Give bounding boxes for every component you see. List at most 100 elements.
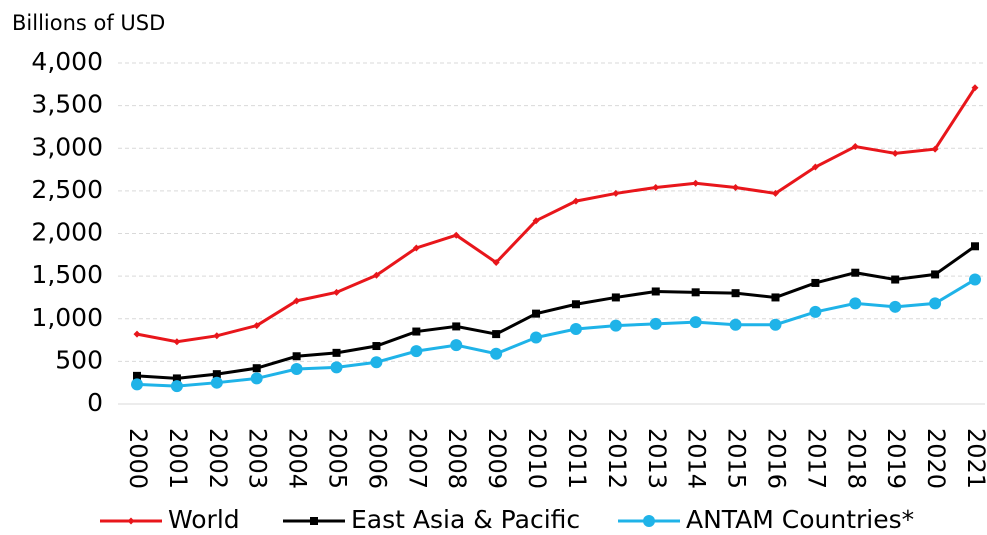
point [412, 327, 421, 336]
point [692, 179, 700, 187]
point [252, 364, 261, 373]
y-tick-label: 1,000 [31, 303, 103, 332]
point [133, 330, 141, 338]
legend-label: ANTAM Countries* [686, 505, 914, 534]
legend-label: World [168, 505, 240, 534]
point [971, 242, 979, 251]
series-line [136, 86, 977, 344]
point [771, 189, 779, 197]
point [170, 380, 183, 393]
y-tick-label: 2,500 [31, 175, 103, 204]
point [931, 270, 940, 279]
x-tick-label: 2009 [483, 428, 511, 489]
point [370, 356, 383, 369]
point [811, 163, 819, 171]
point [891, 149, 899, 157]
x-tick-label: 2000 [124, 428, 152, 489]
point [372, 342, 381, 351]
x-tick-label: 2004 [284, 428, 312, 489]
x-tick-label: 2003 [244, 428, 272, 489]
point [492, 258, 500, 266]
point [931, 145, 939, 153]
point [131, 378, 143, 391]
x-tick-label: 2008 [443, 428, 471, 489]
point [372, 271, 380, 279]
point [649, 317, 662, 330]
point [851, 143, 859, 151]
series-line [136, 245, 976, 380]
y-tick-label: 500 [55, 345, 103, 374]
point [212, 370, 221, 379]
y-tick-label: 3,000 [31, 132, 103, 161]
point [330, 361, 343, 374]
point [929, 297, 942, 310]
x-tick-label: 2021 [962, 428, 987, 489]
point [173, 338, 181, 346]
x-tick-label: 2015 [723, 428, 751, 489]
x-tick-label: 2017 [802, 428, 830, 489]
x-tick-label: 2016 [762, 428, 790, 489]
x-tick-label: 2019 [882, 428, 910, 489]
point [127, 517, 135, 525]
x-tick-label: 2007 [403, 428, 431, 489]
y-axis-label: Billions of USD [12, 11, 165, 35]
x-tick-label: 2010 [523, 428, 551, 489]
point [849, 297, 862, 310]
point [490, 347, 503, 360]
x-tick-label: 2002 [204, 428, 232, 489]
x-tick-label: 2001 [164, 428, 192, 489]
y-tick-label: 4,000 [31, 47, 103, 76]
y-tick-label: 0 [87, 388, 103, 417]
point [492, 330, 501, 339]
legend-item: ANTAM Countries* [618, 505, 914, 534]
point [811, 278, 820, 287]
point [292, 352, 301, 361]
point [532, 309, 541, 318]
point [450, 339, 463, 352]
point [530, 331, 543, 344]
point [771, 293, 780, 302]
point [412, 244, 420, 252]
point [652, 183, 660, 191]
point [643, 515, 655, 527]
point [651, 287, 660, 296]
x-tick-label: 2012 [603, 428, 631, 489]
x-tick-label: 2006 [363, 428, 391, 489]
point [731, 289, 740, 298]
y-tick-label: 1,500 [31, 260, 103, 289]
point [290, 363, 303, 376]
legend-label: East Asia & Pacific [351, 505, 580, 534]
series-line [136, 278, 976, 388]
point [569, 322, 582, 335]
point [732, 183, 740, 191]
point [133, 371, 141, 380]
x-tick-label: 2020 [922, 428, 950, 489]
point [532, 217, 540, 225]
point [689, 316, 702, 329]
point [452, 322, 461, 331]
point [612, 189, 620, 197]
x-tick-label: 2005 [324, 428, 352, 489]
point [293, 297, 301, 305]
point [250, 372, 263, 385]
point [310, 517, 318, 525]
point [971, 84, 979, 92]
point [333, 288, 341, 296]
point [571, 300, 580, 309]
point [691, 288, 700, 297]
point [332, 348, 341, 357]
y-tick-label: 3,500 [31, 90, 103, 119]
x-tick-label: 2011 [563, 428, 591, 489]
point [609, 319, 622, 332]
point [213, 332, 221, 340]
y-tick-label: 2,000 [31, 218, 103, 247]
legend-item: East Asia & Pacific [283, 505, 580, 534]
point [969, 273, 981, 286]
point [891, 275, 900, 284]
point [769, 318, 782, 331]
point [452, 231, 460, 239]
point [410, 345, 423, 358]
point [851, 268, 860, 277]
point [572, 197, 580, 205]
